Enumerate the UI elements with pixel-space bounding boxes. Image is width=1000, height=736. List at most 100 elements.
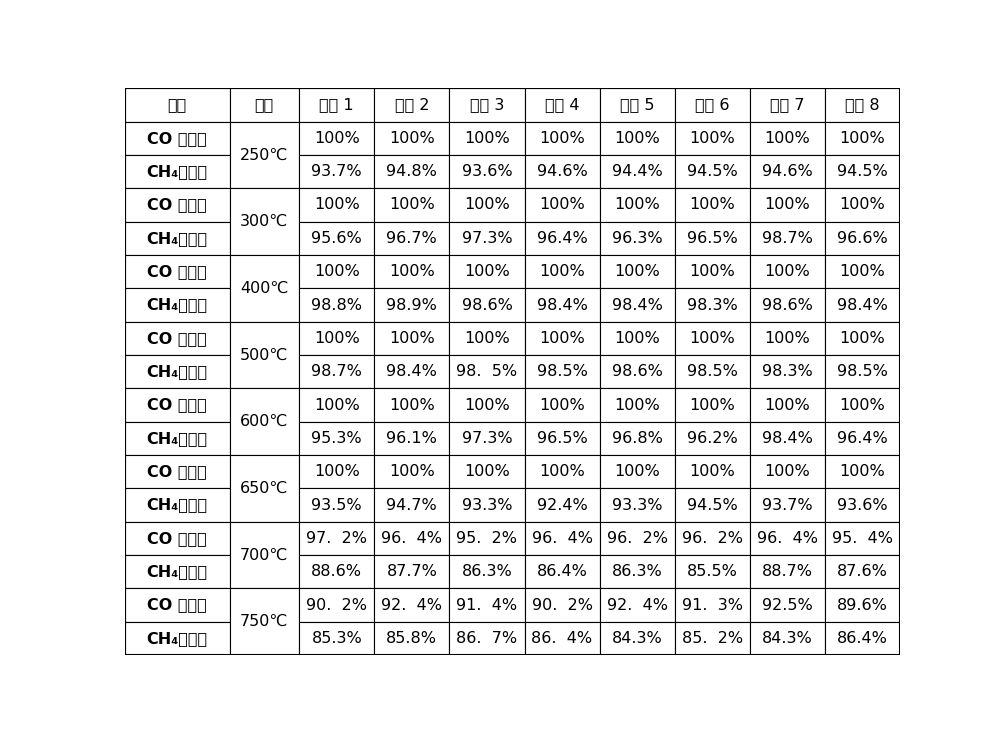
Text: 86.3%: 86.3% xyxy=(462,565,512,579)
Bar xyxy=(374,289,449,322)
Bar xyxy=(299,155,374,188)
Bar xyxy=(230,121,299,188)
Text: CO 转化率: CO 转化率 xyxy=(147,598,207,612)
Text: 86.3%: 86.3% xyxy=(612,565,663,579)
Text: 90.  2%: 90. 2% xyxy=(306,598,367,612)
Bar xyxy=(374,88,449,121)
Bar xyxy=(600,121,675,155)
Text: CH₄选择性: CH₄选择性 xyxy=(147,498,208,512)
Bar xyxy=(299,255,374,289)
Text: 93.3%: 93.3% xyxy=(462,498,512,512)
Text: 600℃: 600℃ xyxy=(240,414,289,429)
Text: 100%: 100% xyxy=(464,464,510,479)
Bar xyxy=(825,155,900,188)
Text: 100%: 100% xyxy=(389,464,435,479)
Bar xyxy=(125,588,230,622)
Text: 700℃: 700℃ xyxy=(240,548,289,562)
Bar xyxy=(449,389,525,422)
Bar xyxy=(125,121,230,155)
Bar xyxy=(825,289,900,322)
Bar xyxy=(750,322,825,355)
Bar xyxy=(825,355,900,389)
Text: 100%: 100% xyxy=(764,331,810,346)
Text: 100%: 100% xyxy=(764,397,810,412)
Text: 100%: 100% xyxy=(464,131,510,146)
Bar xyxy=(374,588,449,622)
Text: 94.6%: 94.6% xyxy=(537,164,587,179)
Bar xyxy=(449,588,525,622)
Bar xyxy=(675,555,750,588)
Text: 100%: 100% xyxy=(464,331,510,346)
Bar xyxy=(750,389,825,422)
Text: 98.7%: 98.7% xyxy=(311,364,362,379)
Text: 100%: 100% xyxy=(539,131,585,146)
Bar xyxy=(449,255,525,289)
Bar xyxy=(374,389,449,422)
Bar xyxy=(675,422,750,455)
Bar xyxy=(374,622,449,655)
Bar xyxy=(230,522,299,588)
Text: 85.  2%: 85. 2% xyxy=(682,631,743,646)
Bar xyxy=(750,489,825,522)
Bar xyxy=(600,489,675,522)
Bar xyxy=(750,121,825,155)
Bar xyxy=(125,255,230,289)
Bar xyxy=(600,555,675,588)
Bar xyxy=(525,255,600,289)
Bar xyxy=(125,222,230,255)
Text: 98.7%: 98.7% xyxy=(762,231,813,246)
Text: 98.5%: 98.5% xyxy=(687,364,738,379)
Text: 100%: 100% xyxy=(614,331,660,346)
Bar xyxy=(825,489,900,522)
Text: 100%: 100% xyxy=(314,464,360,479)
Bar xyxy=(675,489,750,522)
Bar xyxy=(600,422,675,455)
Bar xyxy=(600,622,675,655)
Bar xyxy=(299,188,374,222)
Bar xyxy=(374,188,449,222)
Text: 98.5%: 98.5% xyxy=(537,364,587,379)
Bar xyxy=(125,389,230,422)
Bar xyxy=(675,188,750,222)
Text: CH₄选择性: CH₄选择性 xyxy=(147,231,208,246)
Bar xyxy=(825,555,900,588)
Text: 100%: 100% xyxy=(764,264,810,279)
Text: 100%: 100% xyxy=(464,264,510,279)
Text: 92.  4%: 92. 4% xyxy=(607,598,668,612)
Bar xyxy=(299,422,374,455)
Bar xyxy=(299,389,374,422)
Text: 89.6%: 89.6% xyxy=(837,598,888,612)
Bar xyxy=(825,588,900,622)
Text: 250℃: 250℃ xyxy=(240,147,289,163)
Bar xyxy=(825,622,900,655)
Bar xyxy=(449,222,525,255)
Bar xyxy=(125,622,230,655)
Bar xyxy=(750,222,825,255)
Bar xyxy=(600,188,675,222)
Bar xyxy=(525,555,600,588)
Bar xyxy=(675,222,750,255)
Text: 100%: 100% xyxy=(389,331,435,346)
Text: CO 转化率: CO 转化率 xyxy=(147,531,207,546)
Bar xyxy=(449,489,525,522)
Bar xyxy=(825,455,900,489)
Text: CH₄选择性: CH₄选择性 xyxy=(147,297,208,313)
Text: 100%: 100% xyxy=(689,131,735,146)
Bar xyxy=(230,455,299,522)
Text: 88.6%: 88.6% xyxy=(311,565,362,579)
Text: 100%: 100% xyxy=(689,331,735,346)
Bar xyxy=(125,422,230,455)
Bar xyxy=(825,255,900,289)
Bar xyxy=(374,455,449,489)
Text: 100%: 100% xyxy=(539,264,585,279)
Text: CO 转化率: CO 转化率 xyxy=(147,131,207,146)
Text: 100%: 100% xyxy=(314,331,360,346)
Bar xyxy=(299,622,374,655)
Bar xyxy=(600,322,675,355)
Text: 96.2%: 96.2% xyxy=(687,431,738,446)
Text: 92.4%: 92.4% xyxy=(537,498,587,512)
Bar xyxy=(750,522,825,555)
Bar xyxy=(750,588,825,622)
Bar xyxy=(525,422,600,455)
Text: CO 转化率: CO 转化率 xyxy=(147,264,207,279)
